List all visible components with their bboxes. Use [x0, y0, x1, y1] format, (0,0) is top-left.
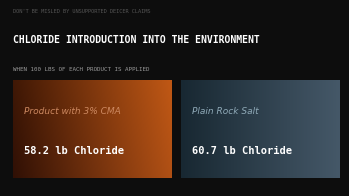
Text: Product with 3% CMA: Product with 3% CMA [24, 107, 121, 116]
Text: DON'T BE MISLED BY UNSUPPORTED DEICER CLAIMS: DON'T BE MISLED BY UNSUPPORTED DEICER CL… [13, 9, 151, 14]
Text: 60.7 lb Chloride: 60.7 lb Chloride [192, 146, 292, 156]
Text: CHLORIDE INTRODUCTION INTO THE ENVIRONMENT: CHLORIDE INTRODUCTION INTO THE ENVIRONME… [13, 35, 260, 45]
Text: Plain Rock Salt: Plain Rock Salt [192, 107, 259, 116]
Text: WHEN 100 LBS OF EACH PRODUCT IS APPLIED: WHEN 100 LBS OF EACH PRODUCT IS APPLIED [13, 67, 150, 72]
Text: 58.2 lb Chloride: 58.2 lb Chloride [24, 146, 124, 156]
